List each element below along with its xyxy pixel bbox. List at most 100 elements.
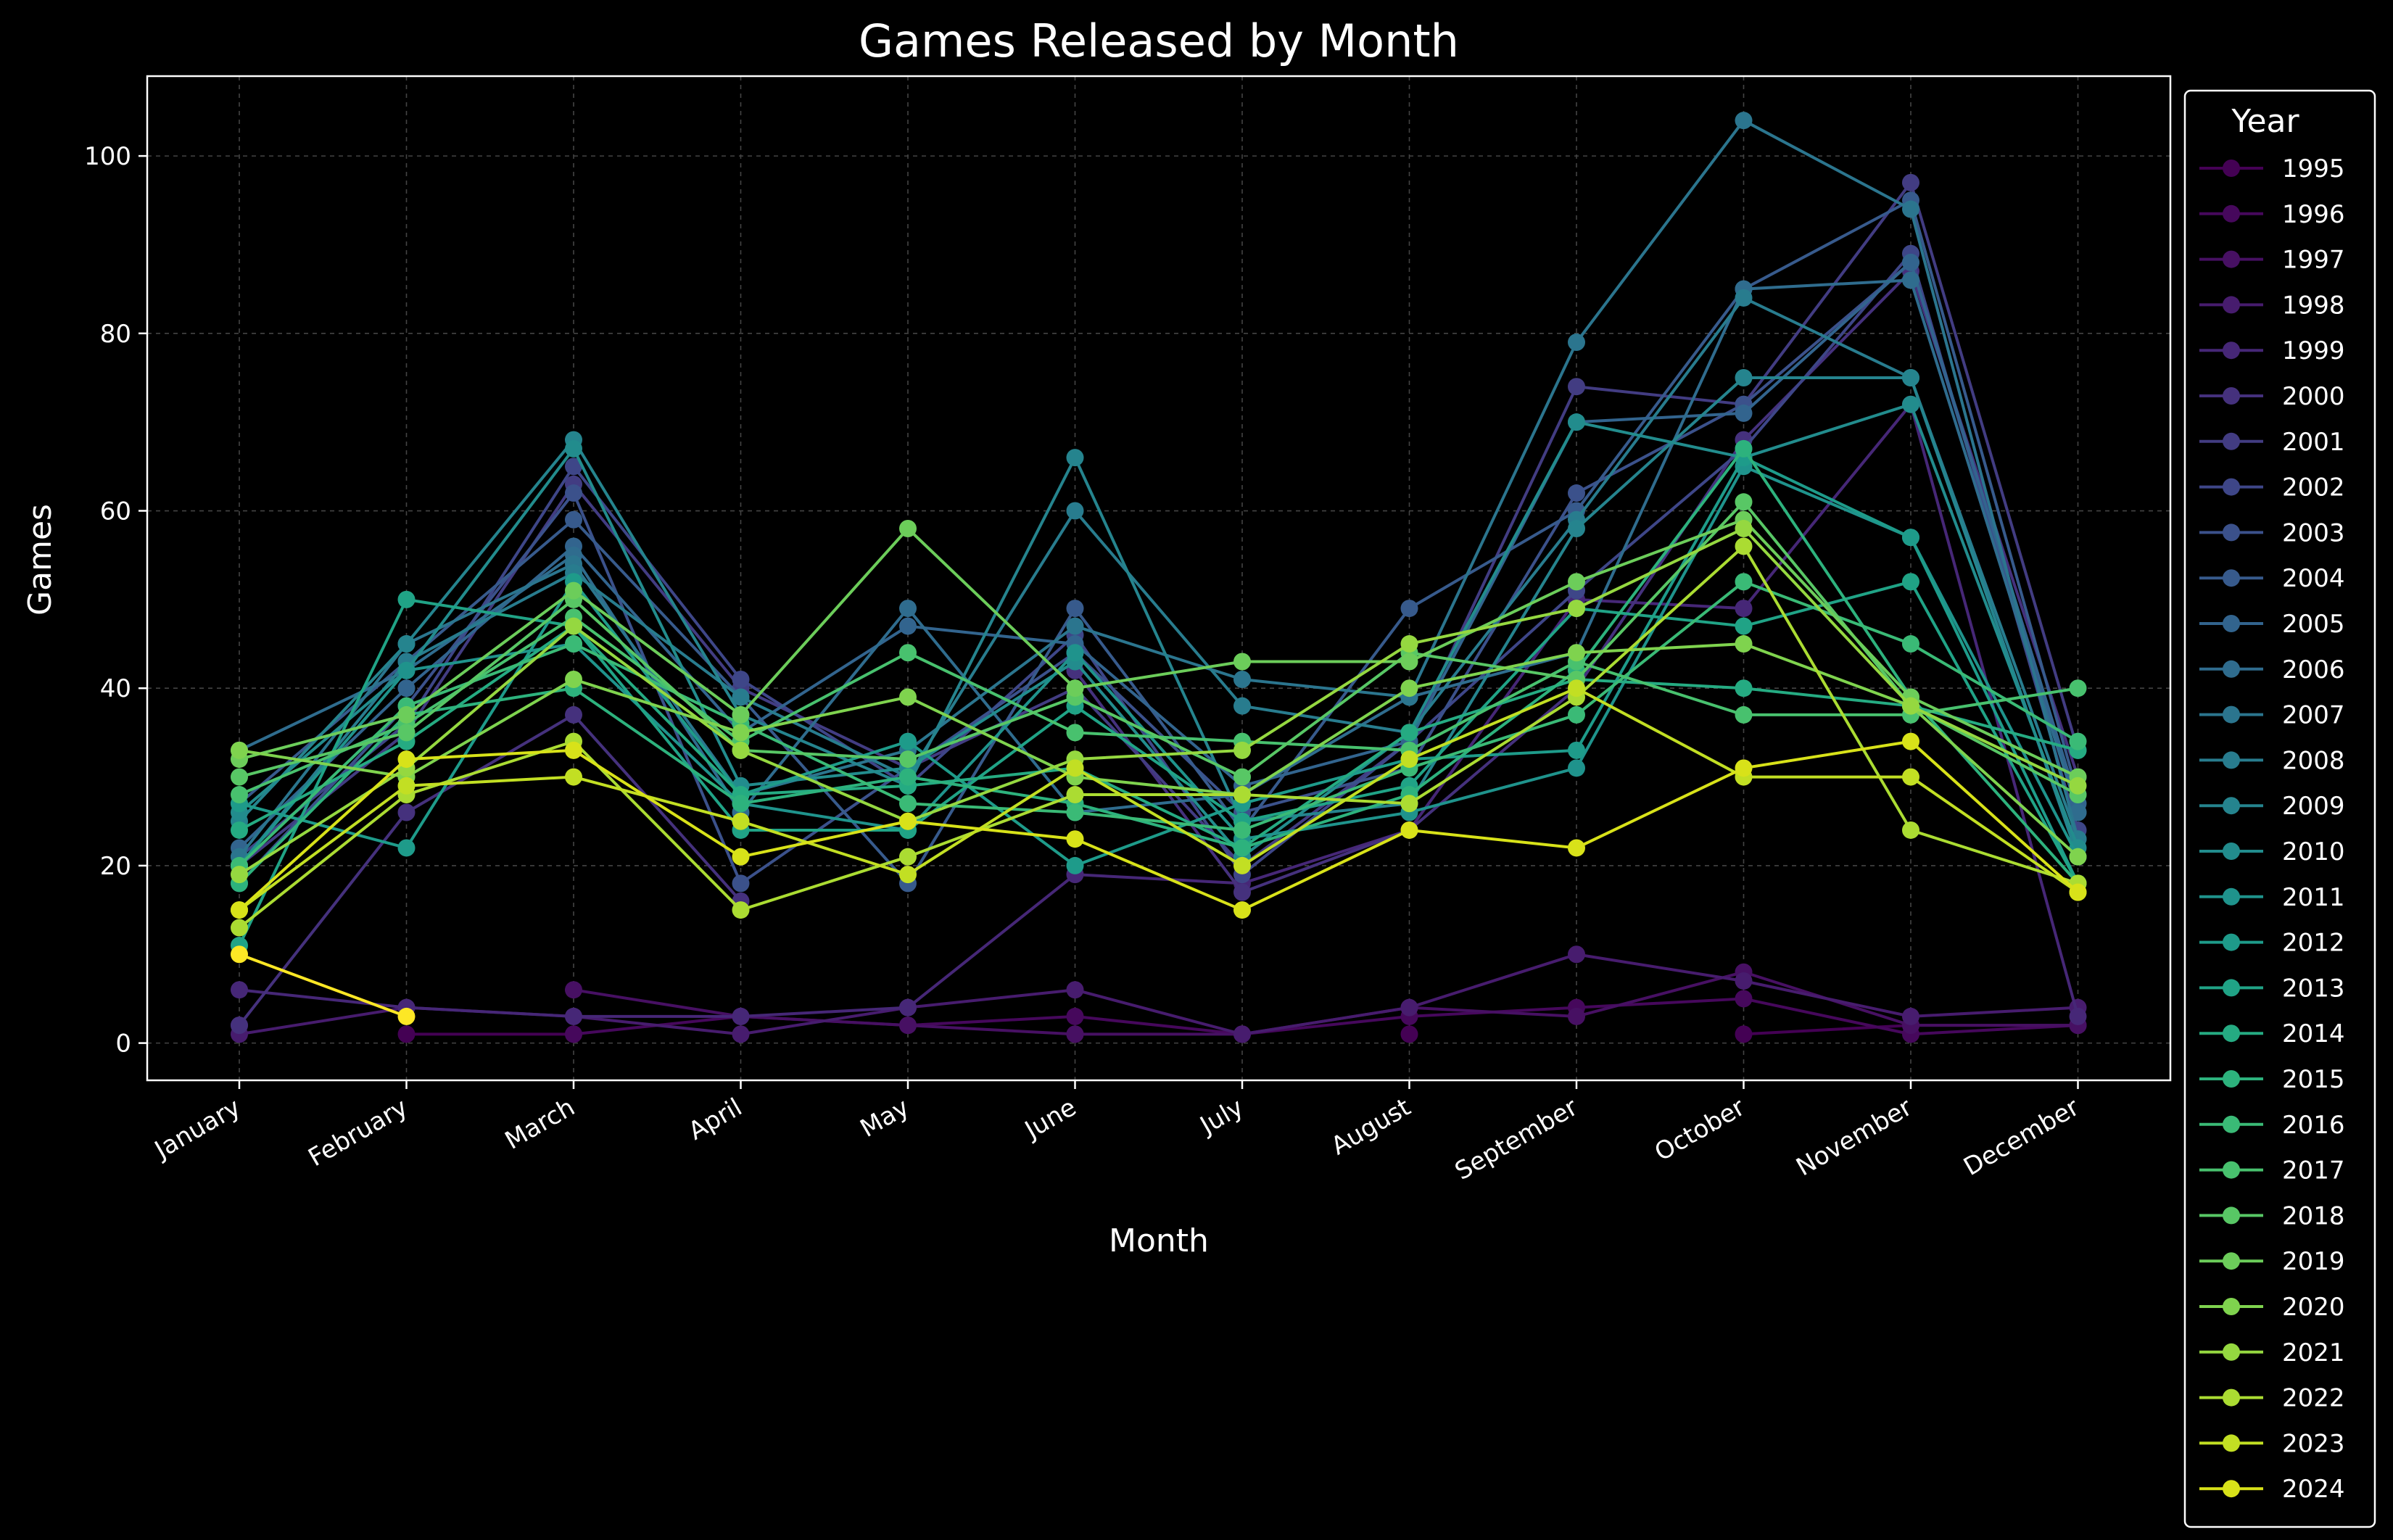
data-point [1735,617,1753,635]
data-point [732,688,750,706]
legend-item: 2007 [2199,701,2345,730]
data-point [565,1007,582,1025]
legend-marker [2223,1115,2240,1133]
data-point [899,600,917,618]
data-point [397,705,416,724]
data-point [1066,679,1084,697]
data-point [899,998,917,1017]
data-point [1400,600,1418,618]
data-point [231,786,248,804]
data-point [1066,1007,1084,1025]
legend-item: 2024 [2199,1475,2345,1504]
data-point [1735,573,1753,591]
series-line [238,687,2079,911]
legend-item: 2012 [2199,929,2345,958]
data-point [1233,883,1251,901]
data-point [565,741,582,759]
data-point [1735,493,1753,511]
legend-item: 2020 [2199,1293,2345,1322]
data-point [565,510,582,529]
series-line [239,624,2079,850]
data-point [1568,573,1585,591]
data-point [899,688,917,706]
data-point [397,724,416,742]
legend-label: 2007 [2282,701,2345,730]
y-tick-label: 60 [100,497,131,526]
data-point [732,741,750,759]
data-point [565,1025,582,1043]
data-point [1568,644,1585,662]
data-point [1233,768,1251,786]
data-point [1902,635,1919,653]
legend-item: 1996 [2199,200,2345,229]
series-lines [231,112,2087,1043]
legend-item: 2019 [2199,1247,2345,1276]
data-point [1902,697,1919,715]
data-point [1735,112,1753,130]
data-point [1735,990,1753,1008]
data-point [1568,413,1585,431]
legend-marker [2223,1343,2240,1361]
series-line [238,260,2080,885]
legend-label: 2017 [2282,1156,2345,1185]
data-point [565,458,582,476]
legend-marker [2223,615,2240,632]
data-point [1902,173,1919,191]
data-point [1400,821,1418,839]
data-point [1233,697,1251,715]
data-point [565,484,582,502]
legend-marker [2223,887,2240,906]
data-point [1066,803,1084,821]
data-point [565,581,582,600]
legend-label: 2020 [2282,1293,2345,1322]
y-tick-label: 40 [100,674,131,703]
data-point [565,670,582,688]
data-point [1568,378,1585,396]
legend-label: 2003 [2282,518,2345,547]
legend-label: 1997 [2282,246,2345,275]
series-line [239,518,2079,779]
legend-marker [2223,296,2240,314]
data-point [231,866,248,884]
legend-marker [2223,432,2240,450]
data-point [1233,1025,1251,1043]
legend: Year 1995 1996 1997 1998 1999 2000 2001 2002 2003… [2183,89,2376,1528]
y-tick-label: 100 [84,142,131,171]
data-point [1902,768,1919,786]
data-point [732,705,750,724]
data-point [1066,724,1084,742]
legend-label: 2018 [2282,1201,2345,1230]
data-point [899,519,917,537]
data-point [397,679,416,697]
data-point [899,795,917,813]
series-line [238,447,2079,885]
data-point [1735,635,1753,653]
data-point [1568,1007,1585,1025]
data-point [397,750,416,769]
data-point [1735,705,1753,724]
legend-label: 2019 [2282,1247,2345,1276]
legend-item: 1995 [2199,154,2345,183]
data-point [1902,271,1919,289]
data-point [732,848,750,866]
data-point [1233,741,1251,759]
data-point [732,795,750,813]
legend-marker [2223,387,2240,405]
data-point [1568,484,1585,502]
data-point [1735,404,1753,422]
legend-item: 2014 [2199,1019,2345,1048]
legend-item: 2023 [2199,1429,2345,1458]
data-point [1735,600,1753,618]
data-point [1735,439,1753,458]
data-point [732,724,750,742]
data-point [899,812,917,830]
data-point [1902,529,1919,547]
data-point [1735,1025,1753,1043]
plot-frame [146,75,2172,1082]
data-point [1066,786,1084,804]
legend-marker [2223,1161,2240,1179]
legend-title: Year [2231,103,2299,140]
data-point [1400,724,1418,742]
legend-item: 2002 [2199,473,2345,502]
legend-label: 2011 [2282,883,2345,912]
